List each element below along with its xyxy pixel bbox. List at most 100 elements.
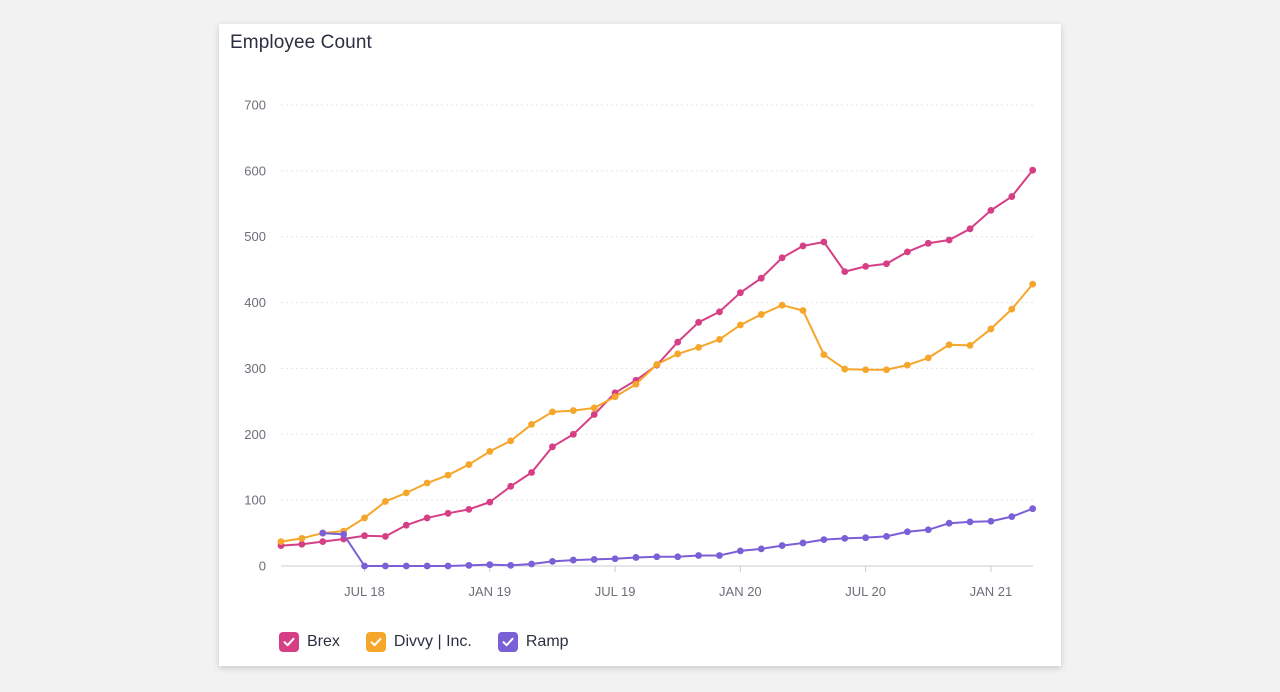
y-tick-label: 300 [244, 361, 266, 376]
y-tick-label: 700 [244, 98, 266, 113]
data-point-ramp [799, 539, 807, 547]
data-point-brex [382, 532, 389, 540]
legend-item-brex[interactable]: Brex [279, 632, 340, 652]
y-tick-label: 600 [244, 163, 266, 178]
data-point-brex [528, 469, 535, 476]
data-point-divvy-inc [945, 341, 953, 349]
data-point-brex [883, 260, 890, 268]
data-point-brex [1008, 193, 1016, 200]
line-chart: 0 100 200 300 400 500 600 700 JUL 18 JAN 19 JUL 19… [244, 98, 1037, 599]
data-point-ramp [569, 556, 577, 564]
chart-card: Employee Count 0 100 200 300 400 500 600 700 JUL… [219, 24, 1061, 666]
data-point-divvy-inc [382, 498, 389, 505]
data-point-divvy-inc [966, 341, 974, 349]
data-point-brex [507, 482, 515, 490]
data-point-ramp [465, 561, 473, 569]
data-point-ramp [486, 561, 494, 569]
data-point-ramp [1008, 513, 1016, 521]
data-point-brex [590, 411, 598, 418]
data-point-brex [319, 538, 327, 546]
data-point-ramp [862, 534, 870, 542]
data-point-divvy-inc [841, 365, 849, 373]
data-point-divvy-inc [549, 408, 556, 416]
data-point-brex [862, 262, 870, 270]
data-point-ramp [653, 553, 661, 561]
data-point-divvy-inc [716, 336, 723, 343]
x-tick-label: JAN 21 [970, 584, 1013, 599]
data-point-divvy-inc [883, 366, 890, 374]
data-point-ramp [883, 532, 890, 540]
legend-item-divvy[interactable]: Divvy | Inc. [365, 632, 472, 652]
data-point-divvy-inc [695, 343, 702, 351]
data-point-ramp [590, 556, 598, 563]
data-point-ramp [716, 552, 723, 559]
data-point-brex [298, 540, 306, 548]
data-point-ramp [1029, 505, 1037, 513]
data-point-brex [549, 443, 556, 451]
data-point-divvy-inc [1008, 305, 1016, 313]
data-point-divvy-inc [528, 421, 535, 428]
data-point-ramp [757, 545, 765, 553]
data-point-divvy-inc [904, 361, 911, 369]
data-point-brex [945, 236, 953, 244]
data-point-brex [841, 268, 849, 276]
data-point-ramp [736, 547, 744, 555]
data-point-brex [820, 238, 828, 246]
legend: Brex Divvy | Inc. Ramp [279, 632, 595, 652]
data-point-divvy-inc [924, 354, 932, 362]
legend-label-divvy: Divvy | Inc. [393, 633, 472, 650]
y-tick-label: 200 [244, 427, 266, 442]
data-point-ramp [549, 557, 556, 565]
data-point-brex [987, 206, 995, 214]
data-point-brex [695, 318, 702, 326]
data-point-divvy-inc [507, 437, 515, 445]
data-point-ramp [507, 561, 515, 569]
x-tick-label: JUL 19 [595, 584, 636, 599]
data-point-ramp [945, 519, 953, 527]
data-point-ramp [778, 542, 786, 549]
data-point-divvy-inc [987, 325, 995, 333]
data-point-ramp [423, 562, 431, 570]
data-point-divvy-inc [423, 479, 431, 487]
data-point-divvy-inc [298, 534, 306, 542]
x-tick-label: JUL 20 [845, 584, 886, 599]
data-point-ramp [966, 518, 974, 526]
legend-label-ramp: Ramp [525, 633, 569, 650]
data-point-ramp [528, 560, 535, 568]
data-point-ramp [820, 536, 828, 544]
data-point-divvy-inc [799, 307, 807, 314]
y-tick-label: 0 [259, 559, 266, 574]
data-point-divvy-inc [444, 471, 452, 479]
data-point-brex [674, 338, 682, 346]
x-tick-label: JUL 18 [344, 584, 385, 599]
legend-item-ramp[interactable]: Ramp [497, 632, 569, 652]
data-point-brex [465, 505, 473, 513]
x-tick-label: JAN 20 [719, 584, 762, 599]
checkbox-checked-icon[interactable] [279, 632, 299, 652]
data-point-divvy-inc [778, 301, 786, 309]
data-point-divvy-inc [361, 514, 368, 522]
data-point-divvy-inc [674, 350, 682, 358]
data-point-divvy-inc [590, 404, 598, 412]
y-tick-label: 100 [244, 493, 266, 508]
data-point-ramp [904, 528, 911, 536]
data-point-ramp [924, 526, 932, 534]
data-point-brex [736, 289, 744, 297]
data-point-divvy-inc [486, 448, 494, 455]
checkbox-checked-icon[interactable] [365, 632, 386, 652]
data-point-brex [924, 239, 932, 247]
legend-label-brex: Brex [307, 633, 340, 650]
data-point-ramp [987, 517, 995, 525]
data-point-brex [716, 308, 723, 316]
data-point-divvy-inc [277, 538, 285, 546]
checkbox-checked-icon[interactable] [497, 632, 518, 652]
data-point-brex [569, 430, 577, 438]
y-tick-label: 500 [244, 229, 266, 244]
data-point-brex [444, 509, 452, 517]
data-point-ramp [611, 555, 619, 563]
data-point-divvy-inc [402, 489, 410, 497]
data-point-brex [904, 248, 911, 256]
x-tick-label: JAN 19 [468, 584, 511, 599]
data-point-ramp [695, 552, 702, 559]
data-point-divvy-inc [1029, 280, 1037, 288]
